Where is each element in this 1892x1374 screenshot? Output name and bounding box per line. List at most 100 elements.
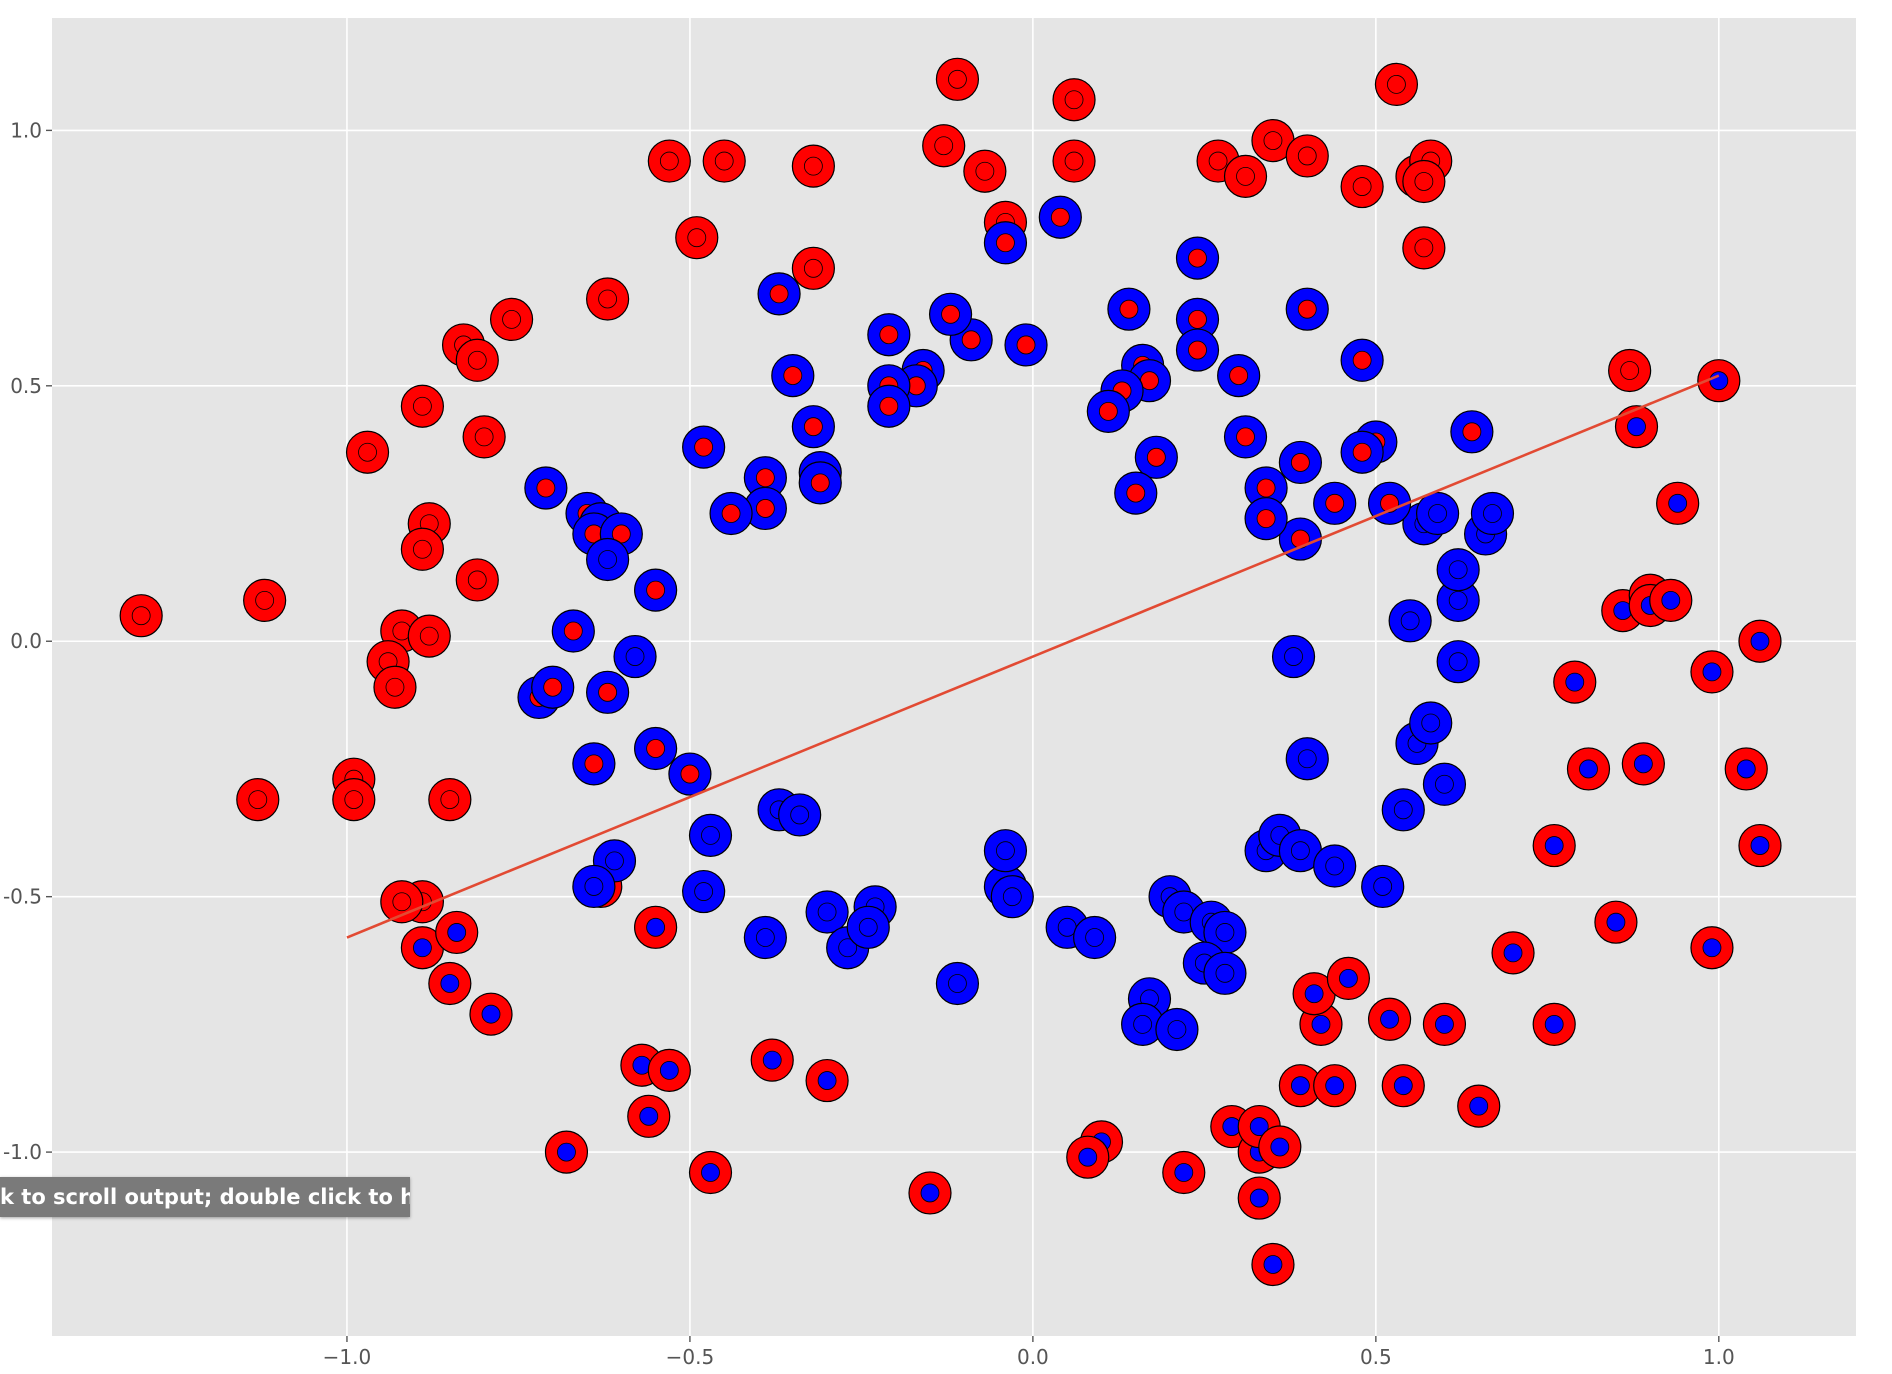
data-point xyxy=(586,277,630,321)
data-point xyxy=(791,405,835,449)
predicted-class-marker xyxy=(1709,371,1729,391)
predicted-class-marker xyxy=(248,790,268,810)
predicted-class-marker xyxy=(584,877,604,896)
predicted-class-marker xyxy=(385,677,405,697)
data-point xyxy=(1690,650,1734,694)
data-point xyxy=(647,1048,691,1092)
predicted-class-marker xyxy=(1414,238,1434,258)
data-point xyxy=(1436,548,1480,592)
data-point xyxy=(428,778,472,822)
predicted-class-marker xyxy=(1263,1255,1283,1274)
data-point xyxy=(462,415,506,459)
data-point xyxy=(1621,742,1665,786)
predicted-class-marker xyxy=(1565,672,1585,692)
data-point xyxy=(1532,1002,1576,1046)
data-point xyxy=(1381,1064,1425,1108)
predicted-class-marker xyxy=(1297,299,1317,319)
predicted-class-marker xyxy=(419,626,439,646)
data-point xyxy=(1367,997,1412,1041)
predicted-class-marker xyxy=(1188,248,1207,268)
predicted-class-marker xyxy=(680,764,700,784)
predicted-class-marker xyxy=(1249,1188,1269,1208)
data-point xyxy=(1203,910,1247,955)
predicted-class-marker xyxy=(996,233,1015,253)
data-point xyxy=(922,124,966,168)
predicted-class-marker xyxy=(934,136,954,156)
predicted-class-marker xyxy=(1249,1117,1269,1136)
predicted-class-marker xyxy=(413,938,432,958)
data-point xyxy=(805,1058,849,1103)
output-scroll-tooltip[interactable]: k to scroll output; double click to hide xyxy=(0,1177,410,1217)
predicted-class-marker xyxy=(1064,90,1084,110)
predicted-class-marker xyxy=(1462,422,1482,442)
data-point xyxy=(702,139,746,183)
predicted-class-marker xyxy=(131,606,151,626)
data-point xyxy=(1313,481,1357,525)
predicted-class-marker xyxy=(255,590,275,610)
predicted-class-marker xyxy=(1256,509,1276,529)
data-point xyxy=(236,778,280,822)
data-point xyxy=(1278,1064,1322,1108)
predicted-class-marker xyxy=(1435,774,1454,794)
predicted-class-marker xyxy=(879,396,899,416)
predicted-class-marker xyxy=(1736,759,1756,779)
predicted-class-marker xyxy=(467,350,487,370)
predicted-class-marker xyxy=(996,841,1015,861)
data-point xyxy=(1470,491,1515,536)
data-point xyxy=(1004,323,1048,367)
predicted-class-marker xyxy=(1133,1014,1153,1034)
data-point xyxy=(688,813,733,857)
data-point xyxy=(1285,134,1329,178)
data-point xyxy=(1608,348,1652,393)
predicted-class-marker xyxy=(1393,800,1413,820)
data-point xyxy=(647,139,691,183)
data-point xyxy=(1066,1135,1110,1179)
data-point xyxy=(1292,972,1336,1016)
decision-line xyxy=(346,374,1720,939)
predicted-class-marker xyxy=(625,647,645,666)
data-point xyxy=(1649,578,1693,622)
predicted-class-marker xyxy=(1236,166,1255,186)
predicted-class-marker xyxy=(803,417,823,437)
data-point xyxy=(345,430,390,474)
predicted-class-marker xyxy=(1002,887,1022,907)
predicted-class-marker xyxy=(1352,177,1372,196)
data-point xyxy=(1223,415,1268,459)
predicted-class-marker xyxy=(701,1163,720,1182)
data-point xyxy=(551,609,595,653)
data-point xyxy=(1271,634,1316,679)
predicted-class-marker xyxy=(1387,75,1406,94)
data-point xyxy=(1340,164,1384,209)
predicted-class-marker xyxy=(1352,442,1372,462)
data-point xyxy=(469,992,513,1036)
predicted-class-marker xyxy=(1668,493,1688,513)
predicted-class-marker xyxy=(344,790,364,810)
predicted-class-marker xyxy=(563,621,583,641)
predicted-class-marker xyxy=(803,156,823,176)
data-point xyxy=(1326,956,1371,1001)
predicted-class-marker xyxy=(1119,299,1139,319)
predicted-class-marker xyxy=(1373,877,1393,896)
predicted-class-marker xyxy=(769,284,789,304)
predicted-class-marker xyxy=(762,1050,782,1070)
data-point xyxy=(935,961,980,1006)
predicted-class-marker xyxy=(1126,483,1146,503)
predicted-class-marker xyxy=(1448,560,1468,580)
predicted-class-marker xyxy=(941,304,960,324)
data-point xyxy=(544,1130,589,1174)
data-point xyxy=(380,880,424,924)
data-point xyxy=(1690,926,1734,970)
data-point xyxy=(435,910,479,955)
data-point xyxy=(634,905,678,949)
data-point xyxy=(1402,159,1446,204)
predicted-class-marker xyxy=(790,805,810,825)
predicted-class-marker xyxy=(1380,1009,1399,1029)
predicted-class-marker xyxy=(721,504,741,523)
data-point xyxy=(1086,389,1130,433)
predicted-class-marker xyxy=(1469,1096,1489,1116)
data-point xyxy=(1594,900,1638,944)
data-point xyxy=(963,149,1007,193)
predicted-class-marker xyxy=(701,825,720,845)
data-point xyxy=(1415,491,1460,536)
